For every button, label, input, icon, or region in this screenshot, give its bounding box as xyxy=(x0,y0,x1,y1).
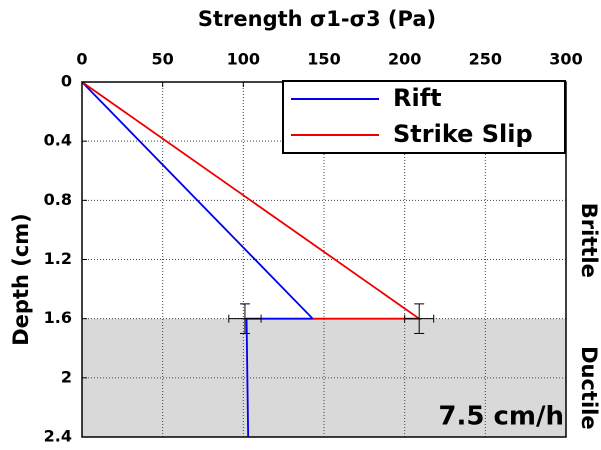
y-tick-label: 0.8 xyxy=(44,190,72,209)
y-tick-label: 0 xyxy=(61,72,72,91)
annotation: Brittle xyxy=(577,203,601,278)
y-axis-label: Depth (cm) xyxy=(9,213,33,346)
y-tick-label: 1.6 xyxy=(44,308,72,327)
x-tick-label: 250 xyxy=(469,50,502,69)
x-tick-label: 300 xyxy=(549,50,582,69)
annotation: Ductile xyxy=(577,346,601,430)
x-tick-label: 200 xyxy=(388,50,421,69)
ductile-region xyxy=(82,318,566,437)
chart-title: Strength σ1-σ3 (Pa) xyxy=(198,7,436,31)
y-tick-label: 1.2 xyxy=(44,249,72,268)
legend-label: Rift xyxy=(393,84,442,112)
y-tick-label: 2.4 xyxy=(44,427,72,446)
x-tick-label: 50 xyxy=(152,50,174,69)
legend-box xyxy=(282,80,566,154)
y-tick-label: 0.4 xyxy=(44,131,72,150)
x-tick-label: 150 xyxy=(307,50,340,69)
legend-label: Strike Slip xyxy=(393,120,533,148)
x-tick-label: 100 xyxy=(227,50,260,69)
annotation: 7.5 cm/h xyxy=(438,402,564,432)
y-tick-label: 2 xyxy=(61,367,72,386)
x-tick-label: 0 xyxy=(76,50,87,69)
series-line xyxy=(81,81,315,438)
